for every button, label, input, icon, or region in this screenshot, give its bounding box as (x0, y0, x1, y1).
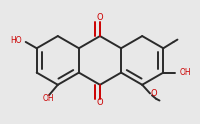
Text: O: O (97, 98, 103, 107)
Text: O: O (97, 14, 103, 22)
Text: HO: HO (10, 36, 22, 45)
Text: OH: OH (179, 68, 191, 77)
Text: OH: OH (43, 94, 54, 103)
Text: O: O (151, 89, 157, 98)
